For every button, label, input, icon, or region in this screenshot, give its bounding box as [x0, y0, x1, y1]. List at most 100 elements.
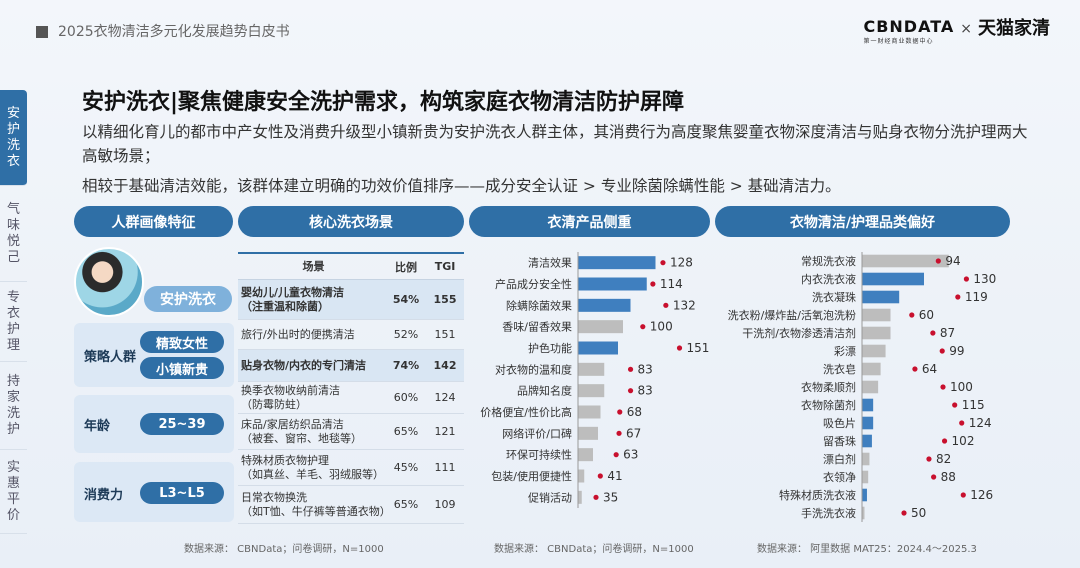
- tgi-dot: [627, 388, 634, 394]
- persona-avatar: [74, 247, 144, 317]
- consumption-box: 消费力 L3~L5: [74, 462, 234, 522]
- category-label: 香味/留香效果: [502, 320, 572, 334]
- nav-item-char: 味: [6, 217, 20, 233]
- bar: [578, 490, 582, 504]
- nav-item-char: 平: [6, 491, 20, 507]
- nav-item[interactable]: 气味悦己: [0, 186, 27, 282]
- tgi-value-label: 126: [970, 488, 993, 502]
- ratio-cell: 74%: [392, 359, 420, 372]
- tgi-dot: [660, 260, 666, 266]
- nav-item-char: 护: [6, 321, 20, 337]
- age-box: 年龄 25~39: [74, 395, 234, 453]
- header-tgi: TGI: [434, 260, 456, 273]
- source-note-left: 数据来源： CBNData；问卷调研，N=1000: [184, 544, 384, 555]
- bar: [578, 448, 593, 462]
- nav-item[interactable]: 专衣护理: [0, 282, 27, 362]
- tgi-value-label: 128: [670, 256, 693, 270]
- ratio-cell: 65%: [393, 425, 419, 438]
- tgi-dot: [597, 473, 603, 479]
- tgi-dot: [640, 324, 646, 330]
- strategy-tag: 精致女性: [140, 331, 224, 353]
- tgi-cell: 121: [434, 425, 456, 438]
- tgi-dot: [935, 258, 941, 264]
- scene-cell: 床品/家居纺织品清洁 （被套、窗帘、地毯等）: [241, 417, 362, 445]
- category-label: 洗衣粉/爆炸盐/活氧泡洗粉: [728, 308, 856, 322]
- tgi-value-label: 35: [603, 490, 618, 504]
- nav-item[interactable]: 持家洗护: [0, 362, 27, 450]
- category-label: 手洗洗衣液: [801, 506, 856, 520]
- category-label: 内衣洗衣液: [801, 272, 856, 286]
- tgi-dot: [941, 438, 948, 444]
- category-label: 网络评价/口碑: [502, 426, 572, 440]
- table-row: 特殊材质衣物护理 （如真丝、羊毛、羽绒服等） 45% 111: [238, 450, 464, 486]
- tgi-value-label: 115: [962, 398, 985, 412]
- nav-item-char: 实: [6, 459, 20, 475]
- strategy-tag: 小镇新贵: [140, 357, 224, 379]
- bar: [862, 452, 870, 466]
- nav-item-char: 护: [6, 421, 20, 437]
- product-focus-chart: 清洁效果 128 产品成分安全性 114 除螨除菌效果 132 香味/留香效果 100 护色功能…: [480, 252, 709, 508]
- tgi-value-label: 100: [950, 380, 973, 394]
- bar: [862, 362, 881, 376]
- bar: [862, 488, 867, 502]
- header-square-icon: [36, 26, 48, 38]
- tgi-cell: 124: [434, 391, 456, 404]
- tgi-dot: [940, 384, 946, 390]
- nav-item[interactable]: 实惠平价: [0, 450, 27, 534]
- bar: [578, 298, 631, 312]
- nav-item[interactable]: 安护洗衣: [0, 90, 27, 186]
- tgi-value-label: 83: [638, 384, 653, 398]
- category-label: 留香珠: [823, 434, 856, 448]
- table-row: 日常衣物换洗 （如T恤、牛仔裤等普通衣物） 65% 109: [238, 486, 464, 524]
- scene-cell: 特殊材质衣物护理 （如真丝、羊毛、羽绒服等）: [241, 453, 384, 481]
- intro-paragraph-1: 以精细化育儿的都市中产女性及消费升级型小镇新贵为安护洗衣人群主体，其消费行为高度…: [82, 123, 1028, 165]
- bar: [862, 326, 891, 340]
- scene-cell: 旅行/外出时的便携清洁: [241, 327, 355, 341]
- scene-cell: 日常衣物换洗 （如T恤、牛仔裤等普通衣物）: [241, 490, 391, 518]
- scene-cell: 换季衣物收纳前清洁 （防霉防蛀）: [241, 383, 340, 411]
- tgi-dot: [901, 510, 907, 516]
- category-label: 护色功能: [528, 341, 572, 355]
- nav-item-char: 惠: [6, 475, 20, 491]
- nav-item-char: 洗: [6, 405, 20, 421]
- ratio-cell: 65%: [393, 498, 419, 511]
- category-label: 促销活动: [528, 490, 572, 504]
- tgi-dot: [926, 456, 932, 462]
- tgi-value-label: 114: [660, 277, 683, 291]
- tgi-dot: [960, 492, 966, 498]
- consumption-label: 消费力: [84, 488, 124, 503]
- section-nav: 安护洗衣气味悦己专衣护理持家洗护实惠平价: [0, 90, 27, 534]
- tgi-dot: [663, 302, 669, 308]
- table-row: 贴身衣物/内衣的专门清洁 74% 142: [238, 350, 464, 382]
- category-label: 吸色片: [823, 416, 856, 430]
- tgi-value-label: 50: [911, 506, 926, 520]
- bar: [862, 290, 900, 304]
- tmall-logo: 天猫家清: [978, 18, 1050, 39]
- tgi-value-label: 68: [627, 405, 642, 419]
- page-title: 安护洗衣|聚焦健康安全洗护需求，构筑家庭衣物清洁防护屏障: [82, 90, 685, 115]
- bar: [862, 506, 865, 520]
- nav-item-char: 理: [6, 337, 20, 353]
- nav-item-char: 护: [6, 121, 20, 137]
- tgi-dot: [955, 294, 961, 300]
- strategy-label: 策略人群: [84, 350, 137, 365]
- nav-item-char: 悦: [6, 233, 20, 249]
- bar: [862, 398, 874, 412]
- bar: [578, 256, 656, 270]
- section-header-product: 衣清产品侧重: [469, 206, 710, 237]
- tgi-cell: 111: [434, 461, 456, 474]
- tgi-value-label: 119: [965, 290, 988, 304]
- report-title: 2025衣物清洁多元化发展趋势白皮书: [58, 24, 290, 40]
- nav-item-char: 洗: [6, 137, 20, 153]
- tgi-value-label: 63: [623, 448, 638, 462]
- tgi-dot: [963, 276, 969, 282]
- tgi-dot: [939, 348, 945, 354]
- tgi-dot: [617, 409, 623, 415]
- tgi-cell: 151: [434, 328, 456, 341]
- tgi-value-label: 41: [607, 469, 622, 483]
- age-label: 年龄: [84, 419, 111, 434]
- header-scene: 场景: [302, 259, 325, 273]
- category-label: 干洗剂/衣物渗透清洁剂: [742, 326, 856, 340]
- bar: [862, 272, 924, 286]
